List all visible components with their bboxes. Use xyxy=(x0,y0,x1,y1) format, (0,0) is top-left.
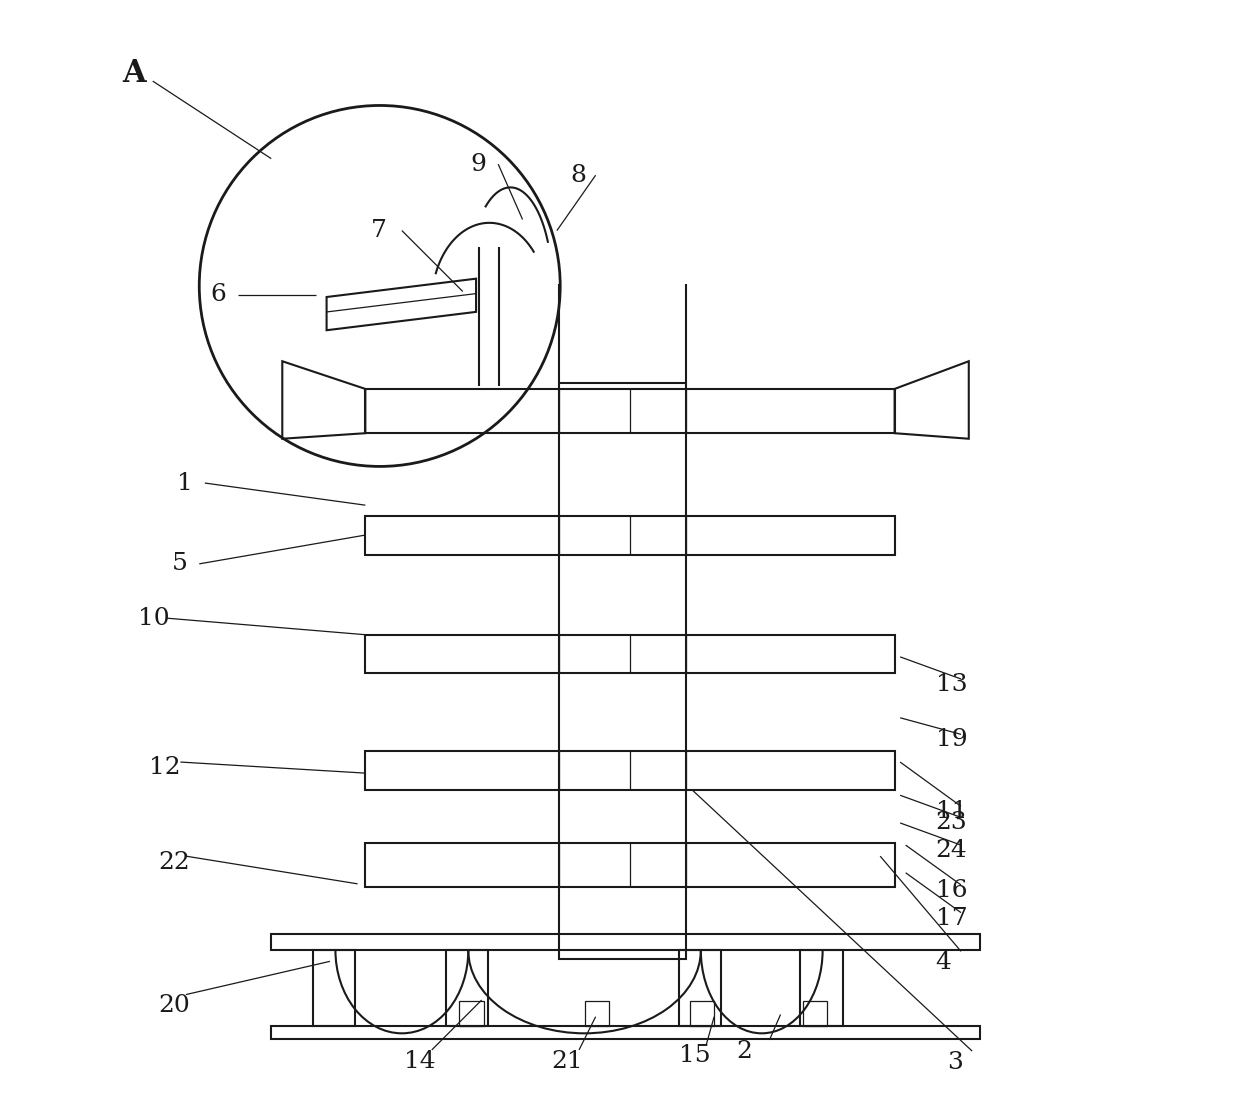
Bar xyxy=(446,950,489,1026)
Text: 11: 11 xyxy=(935,800,967,824)
Bar xyxy=(366,516,894,555)
Text: 14: 14 xyxy=(404,1049,435,1072)
Text: 13: 13 xyxy=(935,673,967,696)
Bar xyxy=(802,1001,827,1026)
Text: 3: 3 xyxy=(946,1050,962,1073)
Bar xyxy=(678,950,720,1026)
Bar xyxy=(366,842,894,887)
Bar xyxy=(314,950,356,1026)
Text: 19: 19 xyxy=(935,728,967,751)
Text: 5: 5 xyxy=(171,553,187,575)
Bar xyxy=(689,1001,714,1026)
Bar xyxy=(366,751,894,789)
Text: 12: 12 xyxy=(150,756,181,779)
Text: 8: 8 xyxy=(570,163,587,186)
Text: 17: 17 xyxy=(935,907,967,930)
Bar xyxy=(272,1026,980,1039)
Text: 22: 22 xyxy=(159,851,190,875)
Bar xyxy=(801,950,842,1026)
Text: 1: 1 xyxy=(177,472,193,495)
Text: 23: 23 xyxy=(935,811,967,835)
Text: 24: 24 xyxy=(935,839,967,862)
Text: 15: 15 xyxy=(678,1045,711,1067)
Bar xyxy=(366,388,894,433)
Text: 9: 9 xyxy=(470,153,486,175)
Text: 20: 20 xyxy=(159,995,190,1017)
Text: A: A xyxy=(122,58,145,89)
Bar xyxy=(584,1001,609,1026)
Text: 4: 4 xyxy=(935,951,951,973)
Text: 10: 10 xyxy=(139,606,170,629)
Text: 7: 7 xyxy=(371,219,387,242)
Bar xyxy=(460,1001,484,1026)
Bar xyxy=(272,934,980,950)
Text: 6: 6 xyxy=(211,283,226,306)
Text: 2: 2 xyxy=(737,1040,753,1062)
Bar xyxy=(366,635,894,674)
Text: 16: 16 xyxy=(935,879,967,902)
Bar xyxy=(559,383,687,959)
Text: 21: 21 xyxy=(552,1049,583,1072)
